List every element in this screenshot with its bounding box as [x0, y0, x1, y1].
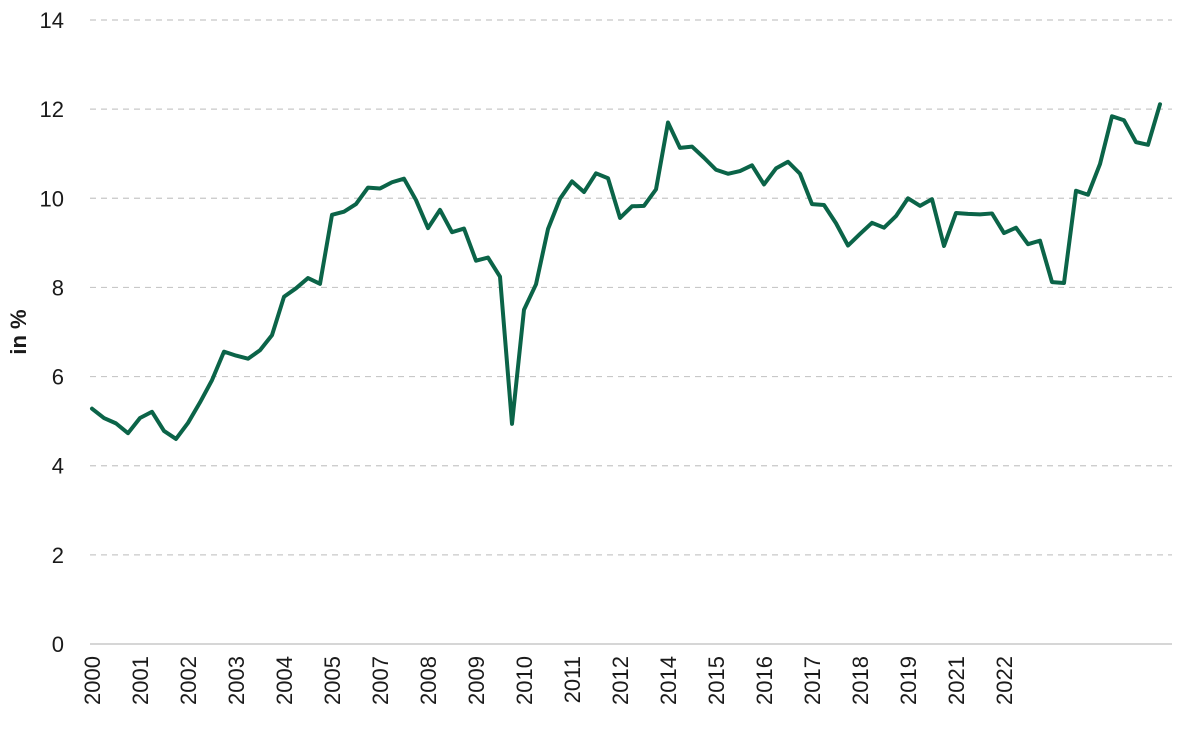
x-tick-label: 2011: [560, 656, 585, 703]
y-tick-label: 0: [52, 632, 64, 657]
x-tick-label: 2015: [704, 656, 729, 705]
y-tick-label: 2: [52, 543, 64, 568]
x-tick-label: 2007: [368, 656, 393, 705]
y-tick-label: 4: [52, 454, 64, 479]
x-tick-label: 2016: [752, 656, 777, 705]
y-tick-label: 8: [52, 275, 64, 300]
x-tick-label: 2010: [512, 656, 537, 705]
x-tick-label: 2018: [848, 656, 873, 705]
x-tick-label: 2000: [80, 656, 105, 705]
x-tick-label: 2003: [224, 656, 249, 705]
x-tick-label: 2008: [416, 656, 441, 705]
x-tick-label: 2017: [800, 656, 825, 705]
y-tick-label: 10: [40, 186, 64, 211]
x-axis-tick-labels: 2000 2001 2002 2003 2004 2005 2007 2008 2009 2010…: [80, 656, 1017, 705]
x-tick-label: 2022: [992, 656, 1017, 705]
x-tick-label: 2012: [608, 656, 633, 705]
x-tick-label: 2014: [656, 656, 681, 705]
x-tick-label: 2019: [896, 656, 921, 705]
x-tick-label: 2021: [944, 656, 969, 705]
x-tick-label: 2002: [176, 656, 201, 705]
series-lines: [90, 102, 1162, 441]
gridlines: [90, 19, 1172, 645]
y-tick-label: 14: [40, 8, 64, 33]
series-line-in-percent: [90, 102, 1162, 441]
x-tick-label: 2004: [272, 656, 297, 705]
x-tick-label: 2001: [128, 656, 153, 705]
y-tick-label: 12: [40, 97, 64, 122]
y-axis-tick-labels: 0 2 4 6 8 10 12 14: [40, 8, 64, 657]
x-tick-label: 2005: [320, 656, 345, 705]
y-axis-title: in %: [6, 309, 31, 354]
y-tick-label: 6: [52, 365, 64, 390]
x-tick-label: 2009: [464, 656, 489, 705]
